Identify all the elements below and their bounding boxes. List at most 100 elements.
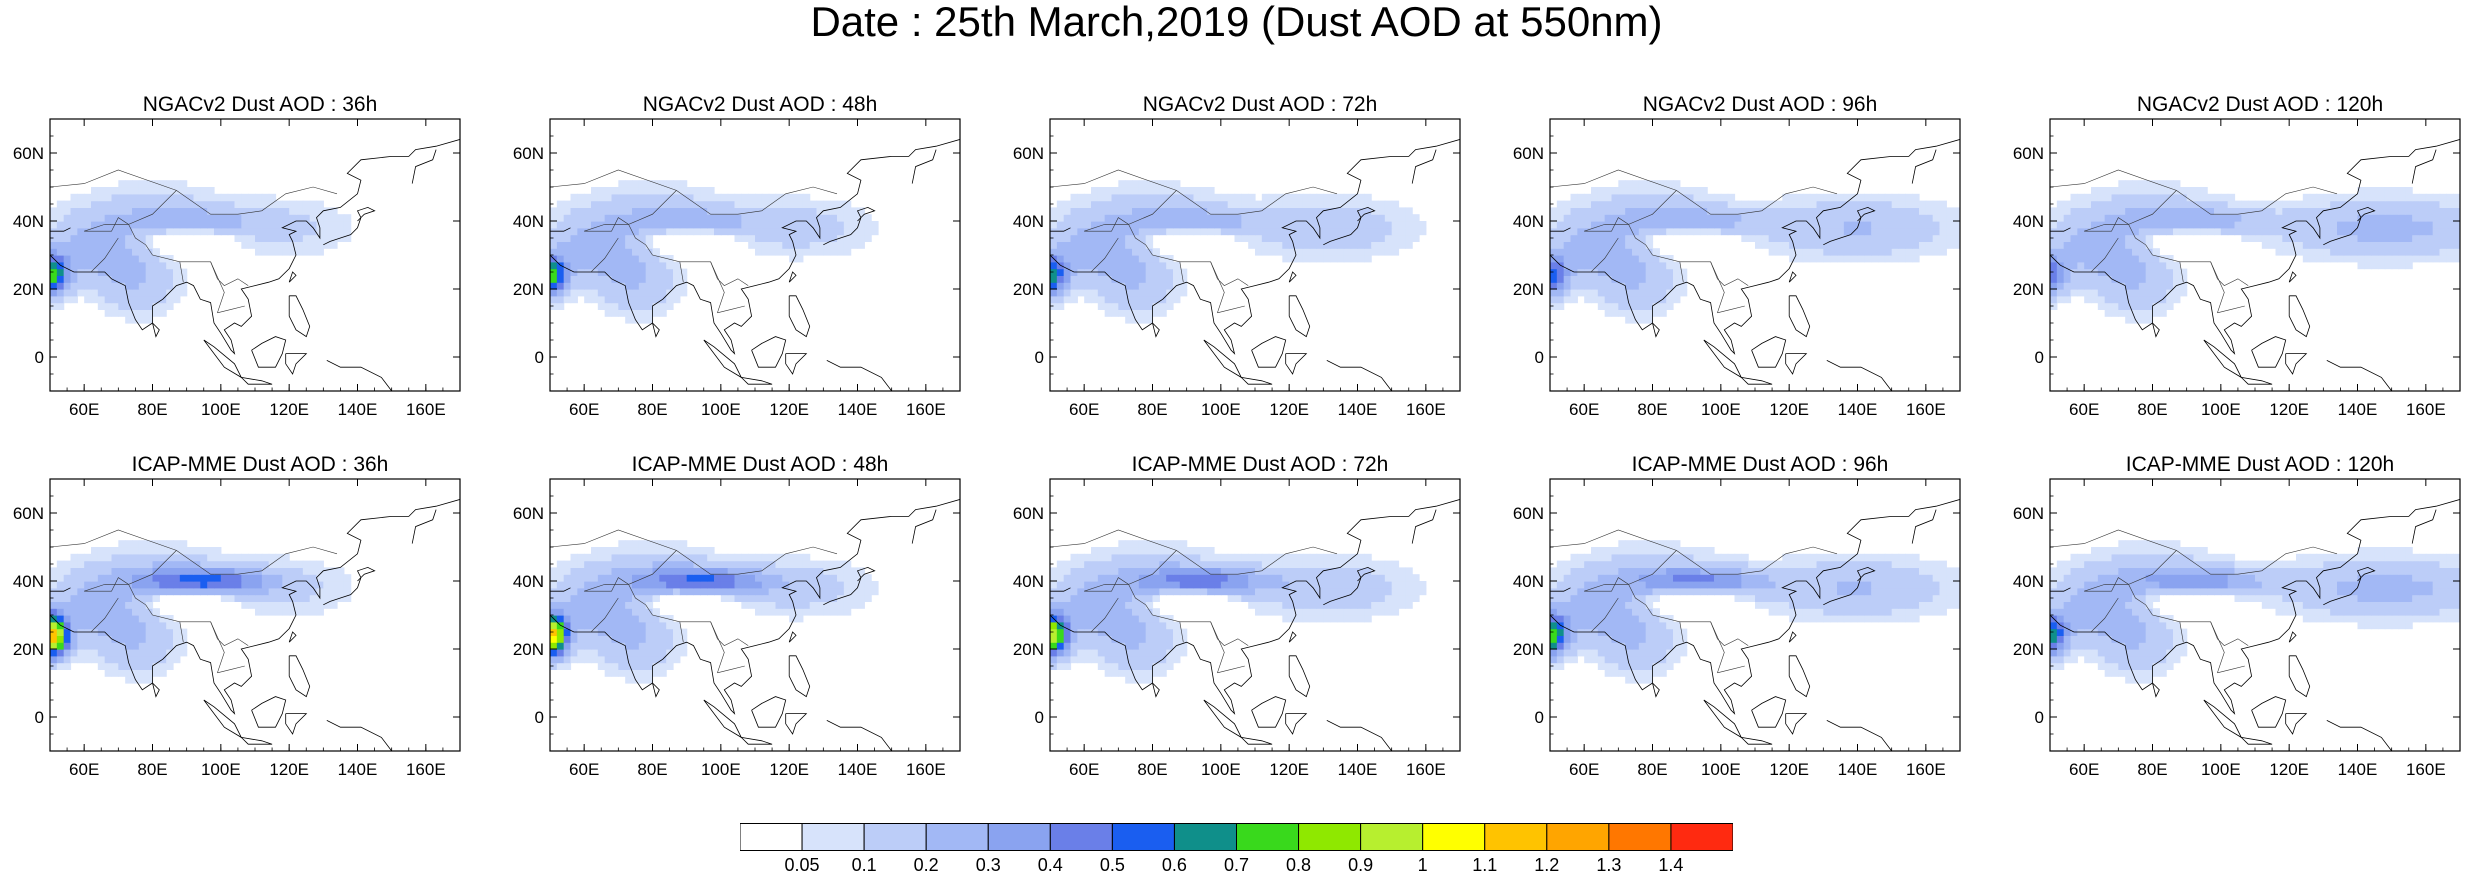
aod-cell bbox=[132, 221, 139, 228]
aod-cell bbox=[1680, 289, 1687, 296]
aod-cell bbox=[173, 622, 180, 629]
aod-cell bbox=[303, 201, 310, 208]
aod-cell bbox=[1187, 187, 1194, 194]
aod-cell bbox=[1282, 201, 1289, 208]
aod-cell bbox=[1118, 235, 1125, 242]
aod-cell bbox=[1139, 221, 1146, 228]
aod-cell bbox=[159, 547, 166, 554]
aod-cell bbox=[1132, 201, 1139, 208]
aod-cell bbox=[864, 214, 871, 221]
aod-cell bbox=[653, 567, 660, 574]
aod-cell bbox=[330, 588, 337, 595]
aod-cell bbox=[98, 574, 105, 581]
aod-cell bbox=[2057, 241, 2064, 248]
aod-cell bbox=[1139, 676, 1146, 683]
aod-cell bbox=[2248, 201, 2255, 208]
aod-cell bbox=[1796, 248, 1803, 255]
aod-cell bbox=[50, 241, 57, 248]
aod-cell bbox=[125, 622, 132, 629]
lat-tick-label: 60N bbox=[13, 144, 44, 163]
aod-cell bbox=[1132, 269, 1139, 276]
aod-cell bbox=[1139, 275, 1146, 282]
aod-field bbox=[1550, 180, 1961, 323]
aod-cell bbox=[591, 656, 598, 663]
aod-cell bbox=[584, 622, 591, 629]
aod-cell bbox=[577, 194, 584, 201]
aod-cell bbox=[1248, 221, 1255, 228]
aod-cell bbox=[632, 289, 639, 296]
aod-cell bbox=[646, 235, 653, 242]
aod-cell bbox=[1933, 214, 1940, 221]
aod-cell bbox=[2098, 187, 2105, 194]
aod-cell bbox=[646, 561, 653, 568]
aod-cell bbox=[1385, 241, 1392, 248]
aod-cell bbox=[2112, 262, 2119, 269]
aod-cell bbox=[1180, 289, 1187, 296]
aod-cell bbox=[1091, 248, 1098, 255]
aod-cell bbox=[276, 595, 283, 602]
aod-cell bbox=[1946, 228, 1953, 235]
aod-cell bbox=[1139, 303, 1146, 310]
aod-cell bbox=[632, 269, 639, 276]
aod-cell bbox=[1118, 275, 1125, 282]
aod-cell bbox=[153, 547, 160, 554]
aod-cell bbox=[1412, 221, 1419, 228]
aod-cell bbox=[2337, 255, 2344, 262]
aod-cell bbox=[1153, 635, 1160, 642]
aod-cell bbox=[1577, 194, 1584, 201]
aod-cell bbox=[1748, 201, 1755, 208]
aod-cell bbox=[1180, 635, 1187, 642]
aod-cell bbox=[1399, 228, 1406, 235]
aod-cell bbox=[625, 608, 632, 615]
aod-cell bbox=[166, 561, 173, 568]
aod-cell bbox=[571, 656, 578, 663]
aod-field bbox=[550, 180, 879, 323]
aod-cell bbox=[50, 574, 57, 581]
aod-cell bbox=[1577, 241, 1584, 248]
aod-cell bbox=[653, 588, 660, 595]
aod-cell bbox=[1419, 228, 1426, 235]
aod-cell bbox=[707, 581, 714, 588]
aod-cell bbox=[1646, 262, 1653, 269]
aod-cell bbox=[2296, 248, 2303, 255]
aod-cell bbox=[1050, 262, 1057, 269]
aod-cell bbox=[564, 255, 571, 262]
aod-cell bbox=[612, 567, 619, 574]
aod-cell bbox=[1057, 269, 1064, 276]
aod-cell bbox=[721, 574, 728, 581]
aod-cell bbox=[618, 241, 625, 248]
aod-cell bbox=[618, 228, 625, 235]
aod-cell bbox=[598, 201, 605, 208]
aod-cell bbox=[1385, 248, 1392, 255]
aod-cell bbox=[50, 635, 57, 642]
aod-cell bbox=[1707, 194, 1714, 201]
aod-cell bbox=[796, 221, 803, 228]
aod-cell bbox=[2118, 207, 2125, 214]
aod-cell bbox=[1330, 241, 1337, 248]
aod-cell bbox=[1639, 180, 1646, 187]
aod-cell bbox=[782, 194, 789, 201]
aod-cell bbox=[1105, 309, 1112, 316]
aod-cell bbox=[98, 194, 105, 201]
aod-cell bbox=[1653, 269, 1660, 276]
aod-cell bbox=[1323, 214, 1330, 221]
aod-cell bbox=[714, 574, 721, 581]
aod-cell bbox=[2446, 221, 2453, 228]
aod-cell bbox=[77, 601, 84, 608]
aod-cell bbox=[71, 642, 78, 649]
aod-cell bbox=[248, 214, 255, 221]
aod-cell bbox=[564, 296, 571, 303]
aod-cell bbox=[241, 588, 248, 595]
aod-cell bbox=[323, 574, 330, 581]
aod-cell bbox=[659, 194, 666, 201]
aod-cell bbox=[1405, 241, 1412, 248]
aod-cell bbox=[159, 221, 166, 228]
aod-cell bbox=[1207, 221, 1214, 228]
aod-cell bbox=[680, 180, 687, 187]
aod-cell bbox=[830, 608, 837, 615]
aod-cell bbox=[1146, 642, 1153, 649]
aod-cell bbox=[769, 581, 776, 588]
aod-cell bbox=[1878, 228, 1885, 235]
aod-cell bbox=[166, 588, 173, 595]
